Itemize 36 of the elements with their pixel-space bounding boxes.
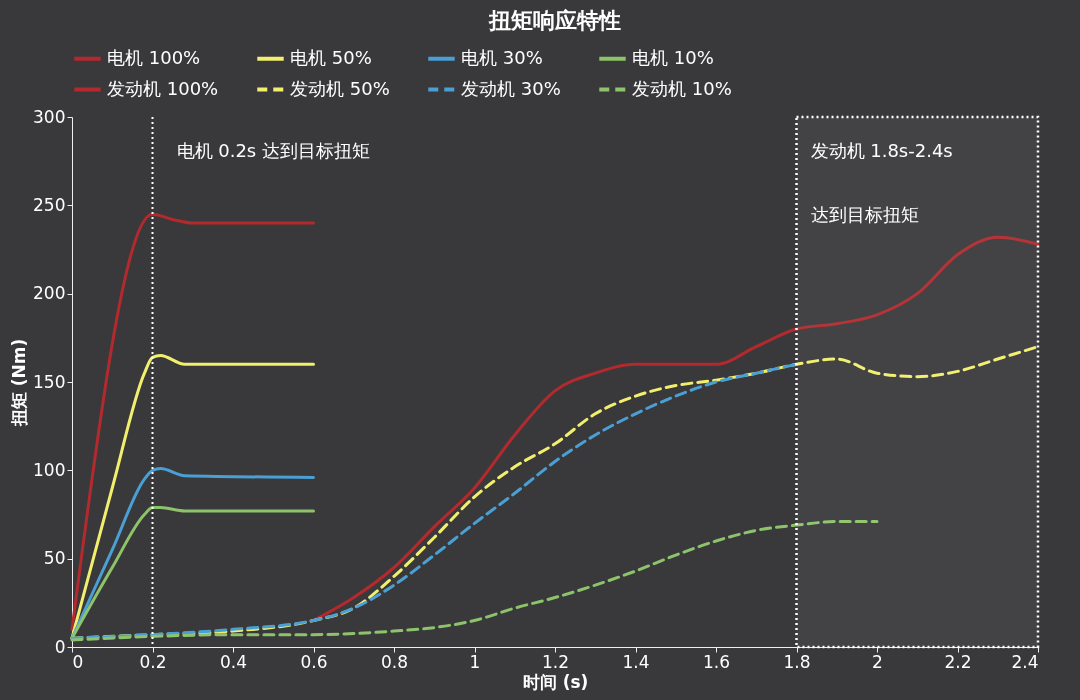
y-tick-label: 300 — [33, 106, 66, 127]
annotation: 达到目标扭矩 — [810, 204, 919, 225]
x-tick-label: 1.8 — [783, 651, 811, 672]
chart-title: 扭矩响应特性 — [488, 8, 621, 33]
x-tick-label: 2.4 — [1011, 651, 1039, 672]
x-tick-label: 0.6 — [300, 651, 328, 672]
x-tick-label: 0.8 — [380, 651, 409, 672]
legend-label: 发动机 10% — [632, 77, 732, 99]
line-series — [312, 235, 1040, 622]
y-tick-label: 200 — [33, 283, 66, 304]
legend-label: 电机 10% — [632, 46, 714, 68]
y-tick-label: 50 — [43, 548, 66, 569]
x-tick-label: 2.2 — [944, 651, 972, 672]
x-tick-label: 1.6 — [702, 651, 731, 672]
x-tick-label: 0 — [72, 651, 84, 672]
legend-label: 发动机 30% — [461, 77, 561, 99]
x-tick-label: 1.4 — [622, 651, 650, 672]
y-axis-title: 扭矩 (Nm) — [9, 338, 30, 428]
legend-label: 发动机 50% — [290, 77, 390, 99]
legend-label: 电机 100% — [107, 46, 201, 68]
legend-label: 电机 30% — [461, 46, 543, 68]
legend-label: 发动机 100% — [107, 77, 219, 99]
y-tick-label: 150 — [33, 371, 66, 392]
x-axis-title: 时间 (s) — [522, 671, 589, 692]
x-tick-label: 2 — [872, 651, 883, 672]
x-tick-label: 0.4 — [219, 651, 248, 672]
band-label: 发动机 1.8s-2.4s — [810, 140, 953, 161]
y-tick-label: 250 — [33, 194, 66, 215]
y-tick-label: 100 — [33, 459, 66, 480]
x-tick-label: 1 — [469, 651, 481, 672]
legend-label: 电机 50% — [290, 46, 372, 68]
x-tick-label: 1.2 — [541, 651, 570, 672]
y-tick-label: 0 — [54, 636, 66, 657]
ref-line-label: 电机 0.2s 达到目标扭矩 — [176, 140, 370, 161]
x-tick-label: 0.2 — [139, 651, 167, 672]
line-series — [70, 212, 315, 631]
